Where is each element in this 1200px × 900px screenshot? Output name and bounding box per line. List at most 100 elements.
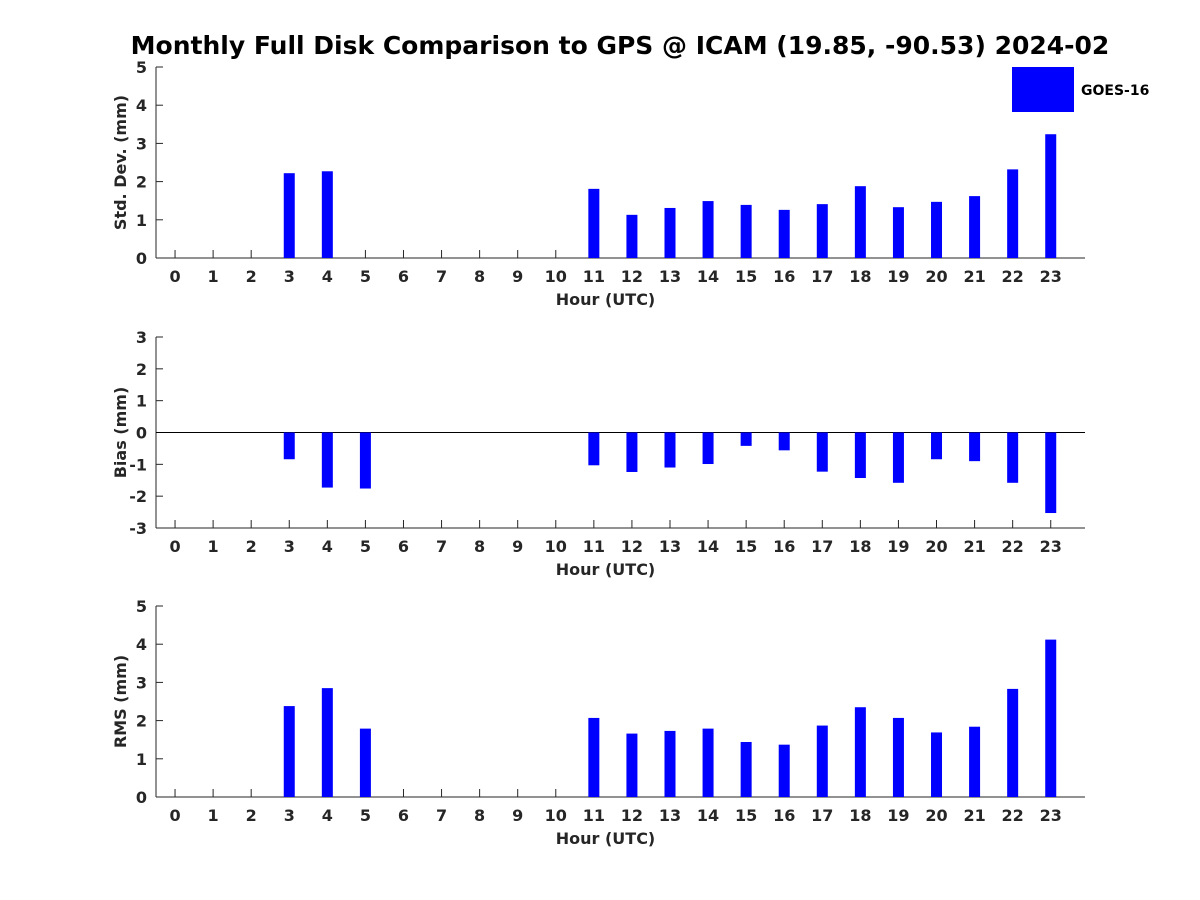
bar-hour-21 [969, 432, 981, 462]
x-tick-label: 2 [246, 806, 257, 825]
x-tick-label: 9 [512, 267, 523, 286]
bar-hour-21 [969, 196, 981, 258]
y-tick-label: 3 [136, 134, 147, 153]
x-tick-label: 12 [621, 267, 643, 286]
y-tick-label: 1 [136, 750, 147, 769]
x-tick-label: 16 [773, 267, 795, 286]
bar-hour-12 [626, 432, 638, 472]
x-tick-label: 18 [849, 537, 871, 556]
x-tick-label: 14 [697, 806, 719, 825]
x-tick-label: 19 [887, 806, 909, 825]
bar-hour-14 [702, 201, 714, 258]
y-tick-label: 3 [136, 673, 147, 692]
x-tick-label: 2 [246, 267, 257, 286]
bar-hour-16 [778, 432, 790, 451]
y-tick-label: 2 [136, 173, 147, 192]
x-tick-label: 17 [811, 267, 833, 286]
bar-hour-19 [892, 717, 904, 797]
x-tick-label: 1 [208, 537, 219, 556]
bar-hour-19 [892, 207, 904, 258]
x-tick-label: 17 [811, 806, 833, 825]
x-tick-label: 4 [322, 267, 333, 286]
x-tick-label: 0 [169, 806, 180, 825]
y-axis-label: Std. Dev. (mm) [111, 95, 130, 230]
x-tick-label: 11 [583, 537, 605, 556]
x-tick-label: 13 [659, 267, 681, 286]
bar-hour-22 [1007, 432, 1019, 483]
x-tick-label: 19 [887, 537, 909, 556]
bar-hour-22 [1007, 688, 1019, 797]
x-tick-label: 15 [735, 267, 757, 286]
y-tick-label: 4 [136, 96, 147, 115]
x-tick-label: 4 [322, 537, 333, 556]
x-tick-label: 13 [659, 537, 681, 556]
x-axis-label: Hour (UTC) [556, 560, 656, 579]
legend: GOES-16 [1012, 67, 1149, 112]
x-tick-label: 18 [849, 806, 871, 825]
bar-hour-20 [931, 201, 943, 258]
x-tick-label: 4 [322, 806, 333, 825]
x-tick-label: 5 [360, 537, 371, 556]
bar-hour-20 [931, 432, 943, 460]
x-tick-label: 5 [360, 267, 371, 286]
x-tick-label: 14 [697, 267, 719, 286]
x-tick-label: 13 [659, 806, 681, 825]
bar-hour-18 [854, 432, 866, 479]
x-tick-label: 23 [1040, 806, 1062, 825]
x-tick-label: 15 [735, 537, 757, 556]
bar-hour-16 [778, 209, 790, 258]
bar-hour-12 [626, 733, 638, 797]
bar-hour-19 [892, 432, 904, 483]
y-tick-label: 3 [136, 328, 147, 347]
x-tick-label: 21 [963, 806, 985, 825]
bar-hour-12 [626, 214, 638, 258]
bar-hour-11 [588, 717, 600, 797]
x-tick-label: 8 [474, 537, 485, 556]
y-tick-label: 2 [136, 712, 147, 731]
y-tick-label: 5 [136, 597, 147, 616]
bar-hour-21 [969, 726, 981, 797]
bar-hour-5 [359, 728, 371, 797]
y-tick-label: 4 [136, 635, 147, 654]
x-tick-label: 21 [963, 267, 985, 286]
chart-title: Monthly Full Disk Comparison to GPS @ IC… [131, 31, 1110, 60]
x-tick-label: 1 [208, 806, 219, 825]
x-tick-label: 12 [621, 537, 643, 556]
x-axis-label: Hour (UTC) [556, 829, 656, 848]
bar-hour-4 [321, 171, 333, 258]
bar-hour-5 [359, 432, 371, 489]
x-tick-label: 11 [583, 806, 605, 825]
bar-hour-13 [664, 730, 676, 797]
x-tick-label: 1 [208, 267, 219, 286]
x-tick-label: 9 [512, 806, 523, 825]
bar-hour-20 [931, 732, 943, 797]
x-tick-label: 0 [169, 267, 180, 286]
bar-hour-17 [816, 204, 828, 258]
x-tick-label: 7 [436, 806, 447, 825]
y-tick-label: -2 [129, 487, 147, 506]
x-tick-label: 3 [284, 806, 295, 825]
x-tick-label: 22 [1002, 267, 1024, 286]
x-tick-label: 17 [811, 537, 833, 556]
x-tick-label: 2 [246, 537, 257, 556]
bar-hour-13 [664, 207, 676, 258]
bar-hour-22 [1007, 169, 1019, 258]
y-tick-label: 0 [136, 249, 147, 268]
bar-hour-23 [1045, 639, 1057, 797]
x-tick-label: 16 [773, 806, 795, 825]
x-tick-label: 7 [436, 267, 447, 286]
y-tick-label: 2 [136, 360, 147, 379]
x-tick-label: 20 [925, 537, 947, 556]
bar-hour-18 [854, 707, 866, 797]
x-tick-label: 10 [545, 537, 567, 556]
bar-hour-16 [778, 744, 790, 797]
bar-hour-3 [283, 706, 295, 797]
x-tick-label: 0 [169, 537, 180, 556]
x-tick-label: 22 [1002, 537, 1024, 556]
x-tick-label: 23 [1040, 537, 1062, 556]
x-tick-label: 3 [284, 537, 295, 556]
y-tick-label: 5 [136, 58, 147, 77]
